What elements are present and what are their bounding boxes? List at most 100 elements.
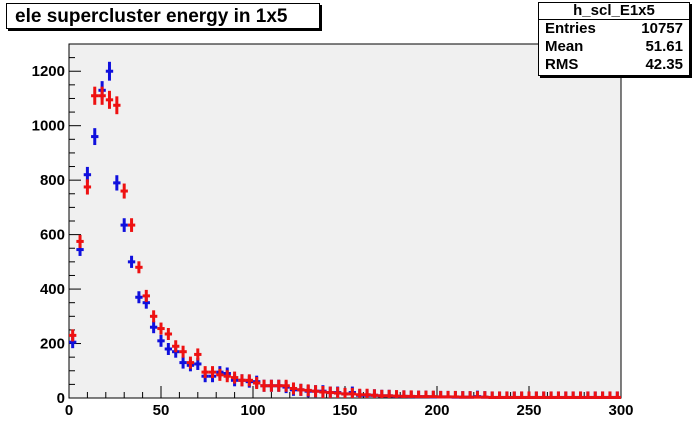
data-point <box>613 391 621 399</box>
data-point <box>157 322 165 335</box>
data-point <box>562 391 570 399</box>
chart-title: ele supercluster energy in 1x5 <box>6 3 320 29</box>
data-point <box>407 390 415 398</box>
y-tick-label: 1000 <box>32 118 65 135</box>
data-point <box>76 234 84 248</box>
data-point <box>179 356 187 369</box>
data-point <box>459 391 467 399</box>
data-point <box>245 374 253 387</box>
data-point <box>378 389 386 398</box>
data-point <box>584 391 592 399</box>
data-point <box>120 183 128 199</box>
data-point <box>267 379 276 392</box>
y-tick-label: 600 <box>40 227 65 244</box>
data-point <box>282 379 290 392</box>
x-tick-label: 50 <box>153 402 170 419</box>
data-point <box>149 310 158 323</box>
data-point <box>466 391 474 399</box>
y-tick-label: 200 <box>40 336 65 353</box>
data-point <box>495 391 504 399</box>
stats-row-rms: RMS 42.35 <box>539 56 689 74</box>
data-point <box>83 179 92 195</box>
data-point <box>488 391 496 399</box>
data-point <box>473 391 482 399</box>
data-point <box>554 391 563 399</box>
stats-box: h_scl_E1x5 Entries 10757 Mean 51.61 RMS … <box>538 2 690 76</box>
data-point <box>341 387 349 398</box>
data-point <box>591 391 599 399</box>
data-point <box>275 379 283 392</box>
data-point <box>422 390 430 399</box>
data-point <box>363 388 371 398</box>
data-point <box>201 366 209 379</box>
data-point <box>444 390 452 399</box>
y-tick-label: 1200 <box>32 63 65 80</box>
data-point <box>91 86 99 105</box>
data-point <box>135 261 143 274</box>
data-point <box>105 61 114 81</box>
stats-row-mean: Mean 51.61 <box>539 38 689 56</box>
x-tick-label: 250 <box>516 402 541 419</box>
data-point <box>142 289 150 302</box>
data-points <box>69 61 621 399</box>
data-point <box>69 329 77 342</box>
data-point <box>194 348 202 361</box>
data-point <box>525 391 533 399</box>
data-point <box>127 218 136 232</box>
data-point <box>333 387 342 398</box>
data-point <box>260 379 268 392</box>
data-point <box>598 391 607 399</box>
x-tick-label: 200 <box>424 402 449 419</box>
series-1 <box>69 86 621 399</box>
data-point <box>186 356 195 369</box>
data-point <box>91 128 99 146</box>
data-point <box>547 391 555 399</box>
data-point <box>392 390 401 398</box>
data-point <box>481 391 489 399</box>
data-point <box>105 90 114 109</box>
data-point <box>98 86 106 105</box>
data-point <box>540 391 548 399</box>
x-tick-label: 300 <box>608 402 633 419</box>
data-point <box>510 391 518 399</box>
data-point <box>253 377 261 390</box>
y-tick-label: 400 <box>40 281 65 298</box>
data-point <box>179 345 187 358</box>
data-point <box>216 368 224 381</box>
y-tick-label: 0 <box>57 390 65 407</box>
data-point <box>400 390 408 398</box>
stats-mean-label: Mean <box>545 38 584 55</box>
stats-row-entries: Entries 10757 <box>539 20 689 38</box>
data-point <box>311 385 320 398</box>
data-point <box>113 96 121 115</box>
plot-frame <box>68 43 622 399</box>
stats-histogram-name: h_scl_E1x5 <box>539 3 689 20</box>
y-tick-label: 800 <box>40 172 65 189</box>
data-point <box>356 388 364 398</box>
data-point <box>289 382 298 395</box>
data-point <box>113 175 121 191</box>
data-point <box>348 387 357 398</box>
data-point <box>385 389 393 398</box>
data-point <box>127 255 136 268</box>
x-tick-label: 0 <box>65 402 73 419</box>
data-point <box>503 391 511 399</box>
data-point <box>517 391 526 399</box>
data-point <box>429 390 437 399</box>
stats-mean-value: 51.61 <box>645 38 683 55</box>
data-point <box>414 390 423 399</box>
data-point <box>230 371 239 384</box>
data-point <box>532 391 541 399</box>
x-tick-label: 150 <box>332 402 357 419</box>
data-point <box>569 391 577 399</box>
data-point <box>297 383 305 396</box>
data-point <box>326 386 334 398</box>
stats-entries-value: 10757 <box>641 20 683 37</box>
data-point <box>135 291 143 304</box>
data-point <box>304 384 312 397</box>
data-point <box>437 390 445 399</box>
stats-rms-label: RMS <box>545 56 579 73</box>
data-point <box>451 390 460 399</box>
data-point <box>149 321 158 334</box>
x-tick-label: 100 <box>240 402 265 419</box>
